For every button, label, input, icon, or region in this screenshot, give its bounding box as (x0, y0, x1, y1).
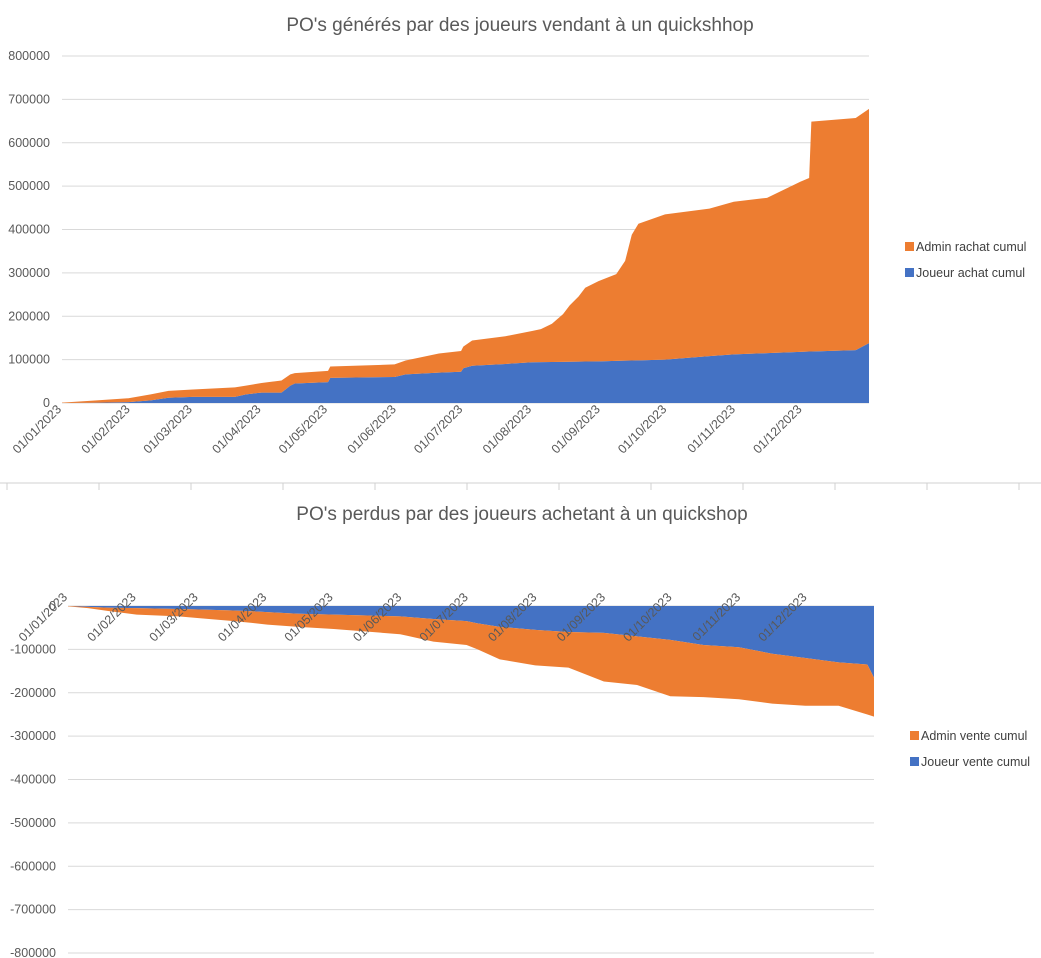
legend-item: Joueur achat cumul (905, 266, 1025, 280)
x-tick-label: 01/02/2023 (79, 402, 133, 456)
x-tick-label: 01/11/2023 (685, 402, 739, 456)
y-tick-label: 0 (43, 396, 50, 410)
x-tick-label: 01/09/2023 (549, 402, 603, 456)
y-tick-label: 800000 (8, 49, 50, 63)
legend-swatch (910, 757, 919, 766)
gridlines (62, 55, 869, 404)
chart-separator (0, 482, 1041, 490)
legend-item: Admin vente cumul (910, 729, 1027, 743)
x-tick-label: 01/03/2023 (141, 402, 195, 456)
y-axis-ticks: 0 100000 200000 300000 400000 500000 600000 700… (8, 49, 50, 410)
chart-lost-po: PO's perdus par des joueurs achetant à u… (10, 504, 1030, 958)
x-tick-label: 01/12/2023 (750, 402, 804, 456)
x-tick-label: 01/05/2023 (276, 402, 330, 456)
y-tick-label: 100000 (8, 353, 50, 367)
y-tick-label: -500000 (10, 816, 56, 830)
area-admin-rachat-cumul (62, 108, 869, 404)
x-tick-label: 01/06/2023 (345, 402, 399, 456)
y-tick-label: 500000 (8, 179, 50, 193)
x-tick-label: 01/01/2023 (10, 402, 64, 456)
y-tick-label: -100000 (10, 642, 56, 656)
y-tick-label: -700000 (10, 903, 56, 917)
legend-label: Admin vente cumul (921, 729, 1027, 743)
area-joueur-vente-cumul (68, 606, 874, 678)
legend-item: Admin rachat cumul (905, 240, 1026, 254)
y-tick-label: 300000 (8, 266, 50, 280)
y-tick-label: 600000 (8, 136, 50, 150)
legend-label: Joueur achat cumul (916, 266, 1025, 280)
x-tick-label: 01/02/2023 (85, 590, 139, 644)
y-tick-label: 0 (49, 599, 56, 613)
x-tick-label: 01/10/2023 (615, 402, 669, 456)
chart-generated-po: PO's générés par des joueurs vendant à u… (8, 15, 1026, 456)
x-tick-label: 01/07/2023 (411, 402, 465, 456)
y-tick-label: 700000 (8, 92, 50, 106)
x-axis-ticks: 01/01/2023 01/02/2023 01/03/2023 01/04/2023… (10, 402, 805, 456)
y-axis-ticks: 0 -100000 -200000 -300000 -400000 -500000 -600… (10, 599, 56, 958)
y-tick-label: -800000 (10, 946, 56, 958)
legend: Admin rachat cumul Joueur achat cumul (905, 240, 1026, 280)
y-tick-label: -200000 (10, 686, 56, 700)
stacked-areas (62, 108, 869, 404)
legend-swatch (905, 242, 914, 251)
legend-label: Admin rachat cumul (916, 240, 1026, 254)
chart-title: PO's générés par des joueurs vendant à u… (286, 15, 753, 36)
y-tick-label: -400000 (10, 773, 56, 787)
chart-title: PO's perdus par des joueurs achetant à u… (296, 504, 747, 525)
x-tick-label: 01/08/2023 (480, 402, 534, 456)
legend-swatch (910, 731, 919, 740)
y-tick-label: 200000 (8, 309, 50, 323)
y-tick-label: 400000 (8, 223, 50, 237)
y-tick-label: -600000 (10, 859, 56, 873)
legend: Admin vente cumul Joueur vente cumul (910, 729, 1030, 769)
legend-item: Joueur vente cumul (910, 755, 1030, 769)
x-tick-label: 01/04/2023 (210, 402, 264, 456)
legend-label: Joueur vente cumul (921, 755, 1030, 769)
legend-swatch (905, 268, 914, 277)
area-joueur-achat-cumul (62, 343, 869, 403)
y-tick-label: -300000 (10, 729, 56, 743)
stacked-areas (68, 606, 874, 717)
area-admin-vente-cumul (68, 606, 874, 717)
x-tick-label: 01/01/2023 (16, 590, 70, 644)
